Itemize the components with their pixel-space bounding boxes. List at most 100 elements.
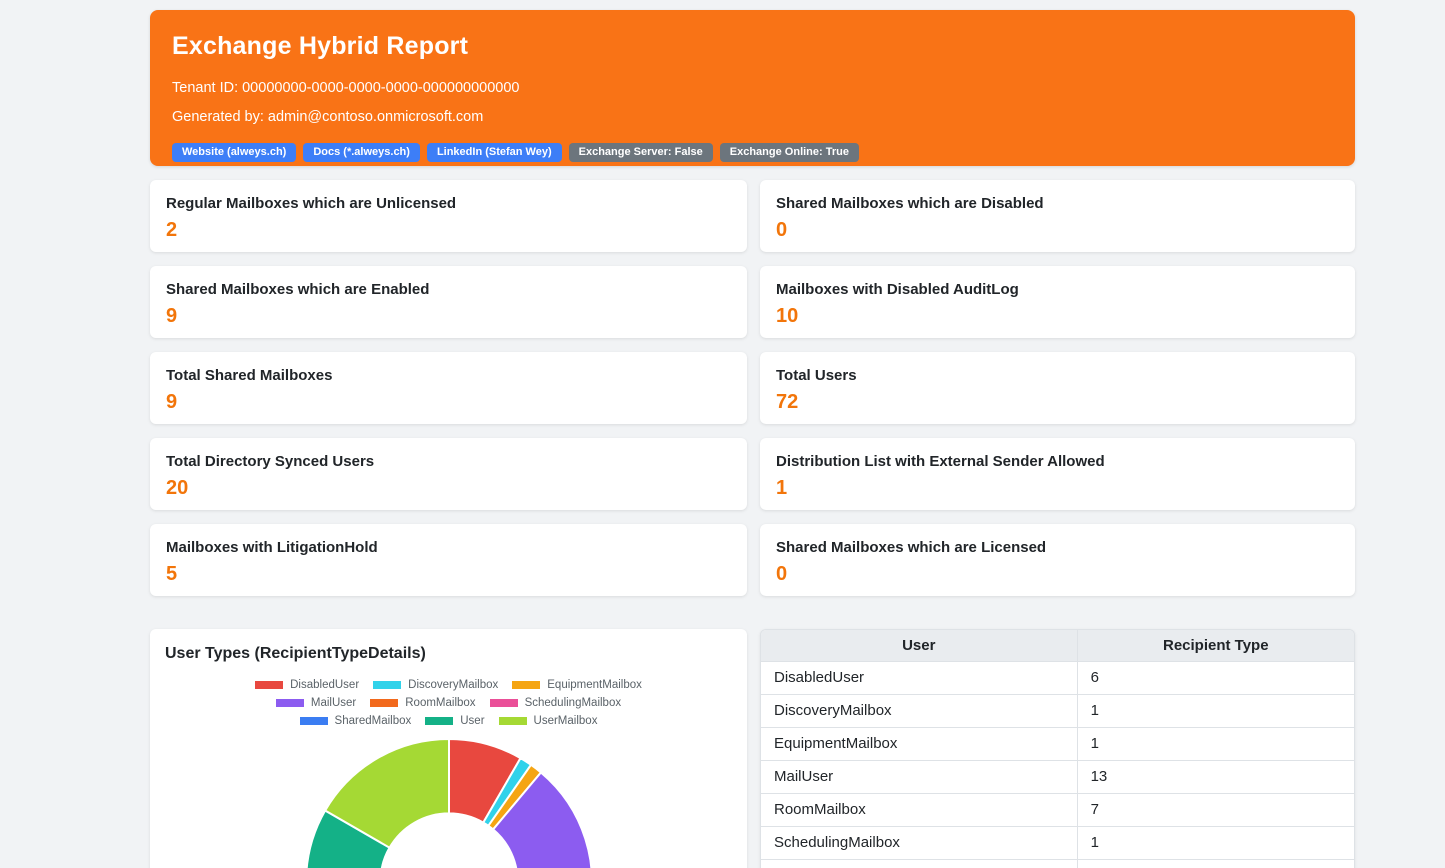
stat-card-title: Distribution List with External Sender A… [776,453,1105,470]
stat-card-value: 0 [776,563,788,585]
recipient-type-table: User Recipient Type DisabledUser 6 Discover… [761,630,1354,868]
chart-title: User Types (RecipientTypeDetails) [165,645,426,662]
badge-row: Website (alweys.ch) Docs (*.alweys.ch) Lin… [172,143,1333,163]
cell-recipient-count: 1 [1076,726,1354,761]
stat-card-value: 2 [166,219,178,241]
stat-card-title: Total Directory Synced Users [166,453,375,470]
legend-label: SharedMailbox [334,715,412,727]
legend-row: DisabledUser DiscoveryMailbox EquipmentMai… [165,676,732,694]
cell-user-type: EquipmentMailbox [761,726,1078,761]
donut-slice-user [305,809,391,868]
legend-item-equipmentmailbox[interactable]: EquipmentMailbox [512,679,642,691]
stat-card-mailboxes-with-disabled-auditlog: Mailboxes with Disabled AuditLog 10 [760,266,1355,338]
legend-swatch-icon [373,681,402,689]
stat-card-regular-mailboxes-which-are-unlicensed: Regular Mailboxes which are Unlicensed 2 [150,180,747,252]
table-row-schedulingmailbox: SchedulingMailbox 1 [761,825,1354,860]
donut-slice-usermailbox [323,738,450,849]
table-row-roommailbox: RoomMailbox 7 [761,792,1354,827]
table-row-equipmentmailbox: EquipmentMailbox 1 [761,726,1354,761]
legend-item-roommailbox[interactable]: RoomMailbox [370,697,476,709]
page-title: Exchange Hybrid Report [172,32,469,60]
stat-card-value: 9 [166,391,178,413]
cell-recipient-count: 1 [1076,693,1354,728]
stat-card-value: 20 [166,477,189,499]
stat-card-value: 5 [166,563,178,585]
stat-card-shared-mailboxes-which-are-enabled: Shared Mailboxes which are Enabled 9 [150,266,747,338]
badge-exchange-server-false: Exchange Server: False [568,143,713,163]
recipient-type-table-card: User Recipient Type DisabledUser 6 Discover… [760,629,1355,868]
cell-user-type: SchedulingMailbox [761,825,1078,860]
chart-legend: DisabledUser DiscoveryMailbox EquipmentMai… [165,676,732,730]
legend-swatch-icon [255,681,284,689]
cell-user-type: MailUser [761,759,1078,794]
legend-label: MailUser [310,697,357,709]
donut-chart [299,732,599,868]
cell-recipient-count: 1 [1076,825,1354,860]
table-header-recipient-type: Recipient Type [1076,630,1354,662]
legend-item-sharedmailbox[interactable]: SharedMailbox [299,715,412,727]
table-row-discoverymailbox: DiscoveryMailbox 1 [761,693,1354,728]
badge-website-alweys-ch[interactable]: Website (alweys.ch) [172,143,297,163]
cell-user-type: DisabledUser [761,660,1078,695]
cell-user-type: DiscoveryMailbox [761,693,1078,728]
stat-card-distribution-list-with-external-sender-allowed: Distribution List with External Sender A… [760,438,1355,510]
legend-label: EquipmentMailbox [547,679,642,691]
tenant-id-line: Tenant ID: 00000000-0000-0000-0000-00000… [172,80,520,96]
legend-swatch-icon [512,681,541,689]
legend-swatch-icon [489,699,518,707]
table-row-disableduser: DisabledUser 6 [761,660,1354,695]
stat-card-value: 10 [776,305,799,327]
stats-grid: Regular Mailboxes which are Unlicensed 2 S… [150,180,1355,596]
legend-label: DisabledUser [290,679,360,691]
legend-item-mailuser[interactable]: MailUser [275,697,357,709]
stat-card-title: Shared Mailboxes which are Disabled [776,195,1044,212]
legend-label: SchedulingMailbox [524,697,622,709]
stat-card-title: Mailboxes with LitigationHold [166,539,378,556]
legend-swatch-icon [299,717,328,725]
stat-card-shared-mailboxes-which-are-disabled: Shared Mailboxes which are Disabled 0 [760,180,1355,252]
legend-swatch-icon [498,717,527,725]
stat-card-title: Regular Mailboxes which are Unlicensed [166,195,457,212]
table-row-sharedmailbox: SharedMailbox9 [761,858,1354,868]
cell-recipient-count: 6 [1076,660,1354,695]
stat-card-total-shared-mailboxes: Total Shared Mailboxes 9 [150,352,747,424]
cell-user-type: SharedMailbox [761,858,1078,868]
legend-item-schedulingmailbox[interactable]: SchedulingMailbox [489,697,622,709]
stat-card-title: Mailboxes with Disabled AuditLog [776,281,1019,298]
legend-row: SharedMailbox User UserMailbox [165,712,732,730]
legend-item-disableduser[interactable]: DisabledUser [255,679,359,691]
legend-label: RoomMailbox [405,697,476,709]
cell-recipient-count: 7 [1076,792,1354,827]
stat-card-value: 9 [166,305,178,327]
stat-card-title: Shared Mailboxes which are Licensed [776,539,1047,556]
legend-swatch-icon [275,699,304,707]
badge-docs-alweys-ch[interactable]: Docs (*.alweys.ch) [303,143,420,163]
stat-card-total-directory-synced-users: Total Directory Synced Users 20 [150,438,747,510]
legend-label: User [460,715,485,727]
table-row-mailuser: MailUser 13 [761,759,1354,794]
bottom-section: User Types (RecipientTypeDetails) Disabl… [150,629,1355,868]
legend-swatch-icon [370,699,399,707]
cell-recipient-count: 9 [1076,858,1354,868]
legend-row: MailUser RoomMailbox SchedulingMailbox [165,694,732,712]
stat-card-value: 1 [776,477,788,499]
stat-card-value: 72 [776,391,799,413]
generated-by-line: Generated by: admin@contoso.onmicrosoft.… [172,109,484,126]
report-header: Exchange Hybrid Report Tenant ID: 000000… [150,10,1355,166]
legend-swatch-icon [425,717,454,725]
legend-label: DiscoveryMailbox [408,679,499,691]
donut-slice-mailuser [491,771,592,868]
legend-item-discoverymailbox[interactable]: DiscoveryMailbox [373,679,498,691]
cell-user-type: RoomMailbox [761,792,1078,827]
legend-label: UserMailbox [533,715,598,727]
legend-item-usermailbox[interactable]: UserMailbox [498,715,598,727]
legend-item-user[interactable]: User [425,715,485,727]
stat-card-total-users: Total Users 72 [760,352,1355,424]
badge-exchange-online-true: Exchange Online: True [719,143,859,163]
badge-linkedin-stefan-wey[interactable]: LinkedIn (Stefan Wey) [426,143,562,163]
stat-card-title: Total Shared Mailboxes [166,367,333,384]
table-header-row: User Recipient Type [761,630,1354,662]
stat-card-mailboxes-with-litigationhold: Mailboxes with LitigationHold 5 [150,524,747,596]
cell-recipient-count: 13 [1076,759,1354,794]
user-types-chart-card: User Types (RecipientTypeDetails) Disabl… [150,629,747,868]
